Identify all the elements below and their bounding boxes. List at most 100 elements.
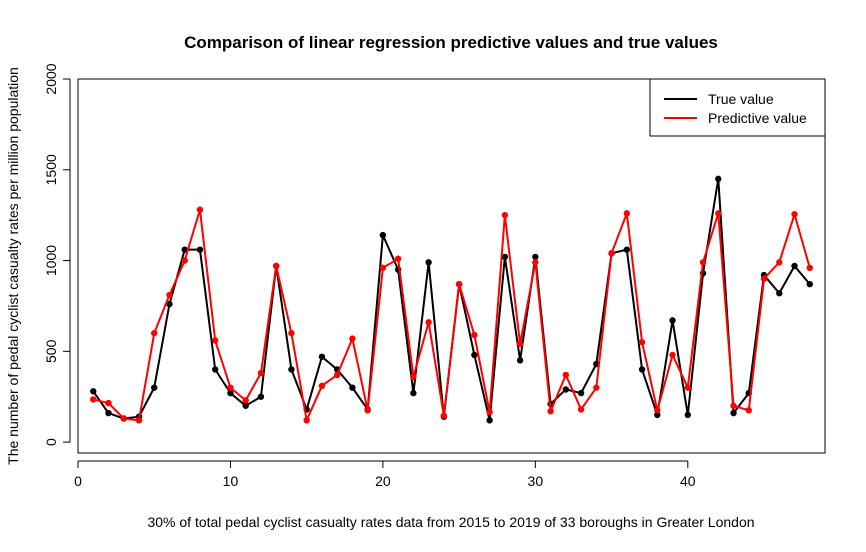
x-axis-label: 30% of total pedal cyclist casualty rate… (147, 514, 754, 530)
data-point (623, 246, 631, 253)
data-point (90, 396, 97, 403)
legend: True value Predictive value (649, 78, 826, 137)
data-point (288, 329, 295, 337)
data-point (410, 389, 417, 397)
data-point (257, 393, 265, 400)
data-point (532, 259, 539, 266)
y-axis-label: The number of pedal cyclist casualty rat… (5, 67, 21, 465)
data-point (333, 371, 341, 379)
data-point (151, 329, 158, 337)
chart-title: Comparison of linear regression predicti… (184, 33, 718, 52)
data-point (669, 351, 676, 359)
legend-label: Predictive value (708, 110, 807, 126)
data-point (532, 253, 539, 261)
data-point (105, 409, 112, 417)
data-point (715, 175, 722, 183)
data-point (547, 408, 554, 415)
data-point (227, 389, 234, 397)
data-point (242, 402, 249, 409)
x-tick-label: 20 (375, 473, 391, 489)
data-point (776, 259, 783, 266)
data-point (684, 411, 691, 419)
series-layer (90, 175, 813, 424)
data-point (394, 255, 402, 262)
data-point (806, 280, 813, 288)
data-point (562, 371, 570, 379)
data-point (501, 211, 509, 219)
data-point (654, 411, 661, 419)
data-point (349, 384, 356, 391)
data-point (593, 384, 600, 391)
data-point (288, 366, 295, 373)
x-tick-label: 0 (74, 473, 82, 489)
legend-label: True value (708, 91, 774, 107)
data-point (379, 264, 387, 272)
data-point (410, 373, 417, 380)
data-point (303, 417, 310, 424)
x-tick-label: 10 (223, 473, 239, 489)
data-point (166, 291, 173, 299)
series-line (93, 208, 811, 422)
data-point (349, 335, 356, 342)
data-point (212, 337, 219, 344)
data-point (486, 417, 493, 424)
data-point (471, 351, 478, 359)
data-point (364, 407, 371, 414)
series-predictive-value (90, 206, 813, 424)
data-point (135, 417, 143, 424)
data-point (760, 275, 768, 282)
data-point (425, 319, 432, 326)
data-point (105, 399, 112, 407)
data-point (196, 206, 204, 213)
x-tick-label: 40 (680, 473, 696, 489)
y-tick-label: 500 (43, 339, 59, 363)
data-point (379, 231, 387, 239)
data-point (638, 366, 646, 373)
data-point (242, 397, 249, 404)
data-point (440, 412, 448, 419)
plot-frame (77, 78, 826, 454)
y-tick-label: 2000 (43, 63, 59, 94)
data-point (638, 339, 646, 346)
data-point (730, 409, 737, 417)
y-tick-label: 1500 (43, 154, 59, 185)
data-point (654, 407, 661, 414)
data-point (791, 262, 798, 270)
data-point (151, 384, 158, 391)
data-point (669, 317, 676, 324)
y-tick-label: 0 (43, 438, 59, 446)
x-tick-label: 30 (528, 473, 544, 489)
data-point (455, 280, 463, 288)
data-point (577, 389, 585, 397)
data-point (166, 300, 173, 308)
data-point (745, 407, 752, 414)
legend-box (649, 78, 826, 137)
data-point (257, 369, 265, 377)
data-point (425, 259, 432, 266)
data-point (227, 384, 234, 391)
data-point (776, 290, 783, 297)
data-point (699, 259, 707, 266)
data-point (791, 211, 798, 218)
data-point (730, 402, 737, 409)
data-point (212, 366, 219, 373)
data-point (715, 210, 722, 217)
data-point (501, 253, 509, 261)
data-point (318, 353, 326, 360)
data-point (272, 262, 280, 270)
data-point (471, 331, 478, 339)
data-point (181, 257, 188, 264)
data-point (577, 406, 585, 413)
data-point (90, 388, 97, 395)
axes: 0 10 20 30 40 0 500 1000 1500 2000 (43, 63, 696, 489)
data-point (120, 415, 127, 422)
data-point (318, 382, 326, 390)
data-point (623, 210, 631, 217)
y-tick-label: 1000 (43, 245, 59, 276)
data-point (181, 246, 188, 253)
data-point (608, 250, 615, 257)
data-point (516, 340, 524, 348)
data-point (562, 386, 570, 393)
data-point (486, 408, 493, 416)
